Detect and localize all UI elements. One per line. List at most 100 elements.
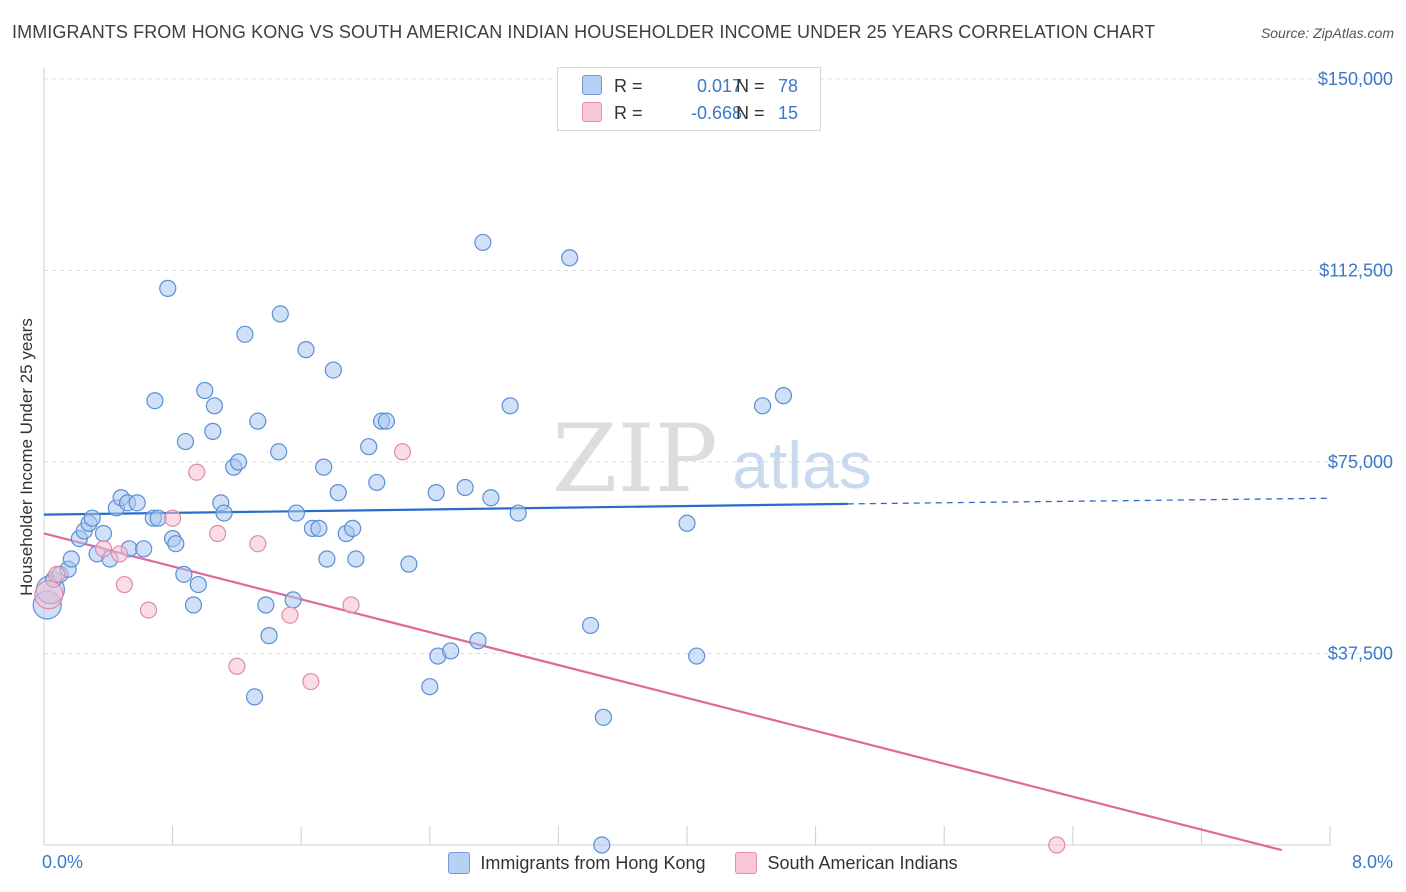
data-point-hong-kong [594, 708, 613, 726]
r-value: -0.668 [690, 102, 742, 123]
data-point-hong-kong [581, 616, 600, 635]
watermark-zip: ZIP [552, 405, 718, 514]
data-point-hong-kong [270, 443, 288, 461]
data-point-hong-kong [360, 438, 378, 456]
data-point-hong-kong [509, 504, 527, 522]
data-point-hong-kong [501, 397, 519, 415]
data-point-hong-kong [344, 519, 362, 537]
data-point-hong-kong [469, 632, 487, 650]
data-point-hong-kong [196, 381, 214, 400]
source-label: Source: ZipAtlas.com [1260, 25, 1394, 41]
data-point-south-american-indian [342, 596, 360, 614]
data-point-hong-kong [271, 305, 289, 323]
data-point-hong-kong [329, 484, 347, 502]
data-point-hong-kong [421, 678, 439, 696]
data-point-hong-kong [377, 412, 395, 430]
data-point-hong-kong [175, 565, 193, 583]
data-point-south-american-indian [115, 575, 133, 594]
data-point-south-american-indian [139, 601, 158, 619]
stats-box: R = 0.017 N = 78 R = -0.668 N = 15 [557, 67, 821, 131]
n-value: 15 [778, 102, 799, 123]
data-point-hong-kong [167, 535, 185, 553]
data-point-hong-kong [135, 540, 153, 558]
data-point-hong-kong [249, 412, 267, 430]
y-tick-label: $112,500 [1319, 261, 1393, 281]
data-point-hong-kong [62, 550, 80, 568]
data-point-hong-kong [284, 591, 302, 609]
legend-item-pink[interactable]: South American Indians [735, 852, 958, 874]
data-point-hong-kong [260, 627, 278, 645]
data-point-south-american-indian [209, 524, 227, 543]
r-label: R = [614, 102, 643, 123]
legend-swatch-blue [448, 852, 471, 874]
y-axis-label: Householder Income Under 25 years [17, 318, 36, 596]
legend: Immigrants from Hong Kong South American… [0, 852, 1406, 874]
data-point-hong-kong [184, 596, 203, 614]
legend-swatch-pink [735, 852, 758, 874]
data-point-hong-kong [427, 484, 445, 502]
data-point-hong-kong [593, 836, 611, 854]
data-point-south-american-indian [249, 535, 267, 553]
data-point-hong-kong [678, 514, 696, 532]
legend-item-blue[interactable]: Immigrants from Hong Kong [448, 852, 705, 874]
data-point-hong-kong [204, 422, 222, 440]
data-point-hong-kong [324, 361, 342, 379]
data-point-hong-kong [347, 550, 365, 568]
data-point-hong-kong [400, 555, 418, 573]
data-point-hong-kong [176, 432, 195, 451]
trend-line-pink [43, 532, 1283, 852]
data-point-hong-kong [83, 509, 101, 527]
data-point-south-american-indian [228, 657, 246, 675]
data-point-hong-kong [229, 453, 248, 471]
r-label: R = [614, 75, 643, 96]
data-point-hong-kong [474, 233, 492, 252]
data-point-hong-kong [753, 397, 772, 415]
data-points [32, 233, 1066, 854]
data-point-hong-kong [774, 387, 793, 405]
data-point-south-american-indian [48, 565, 66, 583]
data-point-hong-kong [482, 489, 500, 507]
data-point-hong-kong [215, 504, 233, 522]
data-point-hong-kong [456, 478, 474, 497]
data-point-south-american-indian [188, 463, 206, 481]
data-point-hong-kong [257, 596, 275, 614]
n-value: 78 [778, 75, 799, 96]
data-point-south-american-indian [393, 443, 412, 461]
y-tick-label: $150,000 [1318, 69, 1393, 89]
chart-title: IMMIGRANTS FROM HONG KONG VS SOUTH AMERI… [12, 22, 1156, 42]
n-label: N = [736, 75, 765, 96]
data-point-hong-kong [245, 688, 264, 706]
data-point-hong-kong [561, 249, 579, 267]
data-point-hong-kong [94, 524, 113, 543]
data-point-south-american-indian [302, 672, 320, 691]
data-point-south-american-indian [281, 606, 299, 624]
data-point-hong-kong [236, 325, 254, 343]
pink-swatch [582, 102, 602, 122]
data-point-hong-kong [159, 279, 177, 297]
y-tick-label: $75,000 [1328, 452, 1393, 472]
n-label: N = [736, 102, 765, 123]
watermark: ZIP atlas [552, 405, 872, 514]
data-point-hong-kong [205, 397, 223, 415]
data-point-hong-kong [287, 504, 305, 522]
trend-line-blue-extension [847, 497, 1331, 505]
data-point-hong-kong [189, 575, 207, 594]
blue-swatch [582, 75, 602, 95]
data-point-hong-kong [297, 341, 315, 359]
r-value: 0.017 [696, 75, 742, 96]
data-point-south-american-indian [164, 509, 182, 527]
data-point-hong-kong [310, 519, 328, 537]
x-tick-min: 0.0% [42, 852, 84, 872]
x-tick-max: 8.0% [1351, 852, 1393, 872]
legend-label-blue: Immigrants from Hong Kong [480, 852, 706, 873]
data-point-south-american-indian [34, 580, 64, 610]
legend-label-pink: South American Indians [767, 852, 958, 873]
data-point-hong-kong [149, 509, 167, 527]
watermark-atlas: atlas [732, 428, 871, 502]
data-point-south-american-indian [110, 545, 129, 563]
data-point-hong-kong [318, 550, 336, 568]
data-point-hong-kong [442, 642, 460, 660]
y-tick-label: $37,500 [1328, 644, 1393, 664]
gridlines [44, 78, 1392, 654]
